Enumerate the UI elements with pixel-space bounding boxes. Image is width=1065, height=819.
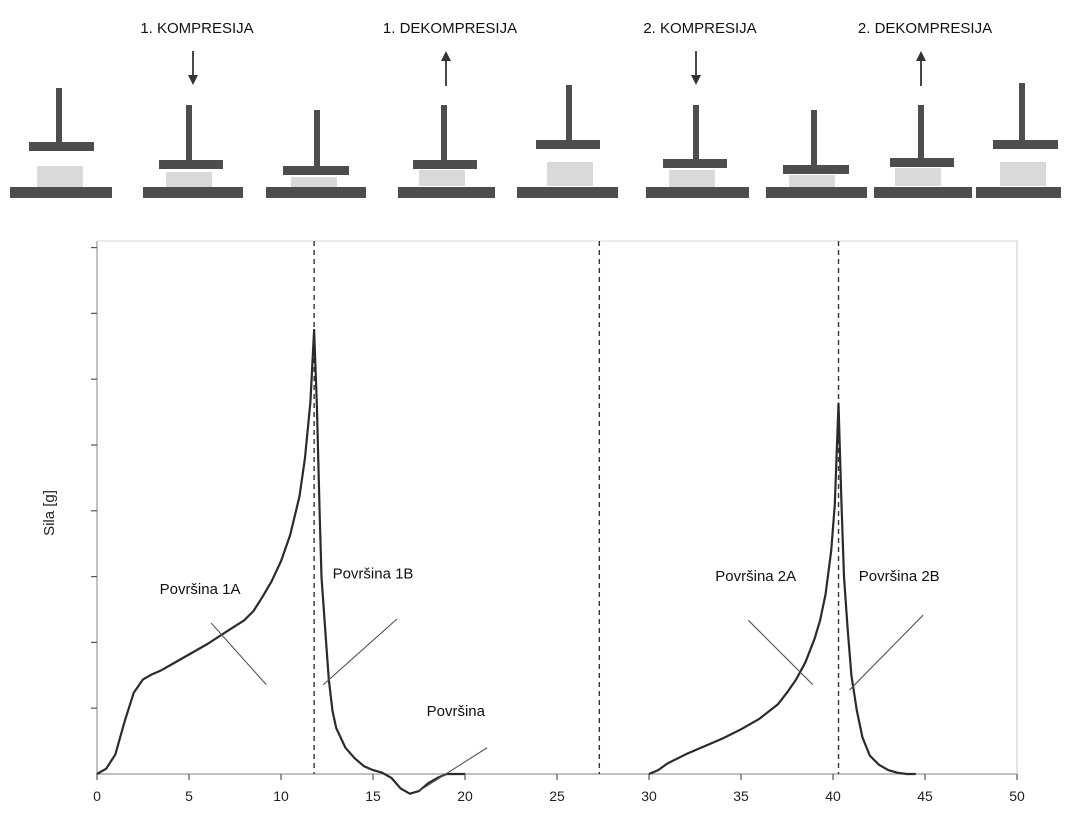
phase-label: 1. DEKOMPRESIJA: [383, 20, 517, 37]
x-tick-label: 0: [93, 788, 101, 804]
sample-block: [1000, 162, 1046, 186]
x-tick-label: 25: [549, 788, 565, 804]
annotation-pointer: [418, 747, 488, 792]
sample-block: [419, 170, 465, 186]
base-platform: [10, 187, 112, 198]
arrow-down-icon: [691, 75, 701, 85]
probe-plate: [413, 160, 477, 169]
annotation-pointer: [322, 618, 398, 686]
sample-block: [669, 170, 715, 187]
sample-block: [895, 168, 941, 186]
probe-plate: [29, 142, 94, 151]
force-curve: [648, 402, 916, 776]
phase-diagram: 1. KOMPRESIJA 1. DEKOMPRESIJA 2. KOMPRESIJ…: [140, 20, 992, 86]
arrow-up-icon: [916, 51, 926, 61]
base-platform: [143, 187, 243, 198]
probe-stem: [811, 110, 817, 165]
probe-plate: [283, 166, 349, 175]
base-platform: [266, 187, 366, 198]
force-curve: [96, 328, 465, 795]
x-tick-label: 20: [457, 788, 473, 804]
base-platform: [646, 187, 749, 198]
annotation-pointer: [747, 619, 814, 686]
sample-block: [789, 175, 835, 187]
annotation-label: Površina 2A: [715, 568, 796, 585]
probe-stem: [441, 105, 447, 160]
probe-stem: [56, 88, 62, 142]
probe-plate: [783, 165, 849, 174]
probe-stem: [566, 85, 572, 140]
sample-block: [291, 177, 337, 188]
probe-stem: [186, 105, 192, 160]
phase-label: 2. KOMPRESIJA: [643, 20, 756, 37]
arrow-down-icon: [188, 75, 198, 85]
base-platform: [517, 187, 618, 198]
annotation-label: Površina: [427, 703, 486, 720]
x-tick-label: 30: [641, 788, 657, 804]
annotation-label: Površina 1A: [160, 581, 241, 598]
annotation-pointer: [849, 614, 924, 691]
y-axis-label: Sila [g]: [41, 490, 58, 536]
x-tick-label: 50: [1009, 788, 1025, 804]
sample-block: [37, 166, 83, 188]
x-tick-label: 40: [825, 788, 841, 804]
probe-stem: [314, 110, 320, 166]
x-tick-label: 35: [733, 788, 749, 804]
x-tick-label: 15: [365, 788, 381, 804]
probe-plate: [536, 140, 600, 149]
probe-plate: [159, 160, 223, 169]
phase-label: 1. KOMPRESIJA: [140, 20, 253, 37]
arrow-up-icon: [441, 51, 451, 61]
base-platform: [976, 187, 1061, 198]
probe-plate: [890, 158, 954, 167]
probe-plate: [663, 159, 727, 168]
base-platform: [874, 187, 972, 198]
base-platform: [766, 187, 867, 198]
base-platform: [398, 187, 495, 198]
phase-label: 2. DEKOMPRESIJA: [858, 20, 992, 37]
annotation-label: Površina 2B: [859, 568, 940, 585]
annotation-label: Površina 1B: [333, 565, 414, 582]
x-tick-label: 45: [917, 788, 933, 804]
probe-stem: [693, 105, 699, 159]
annotation-pointer: [210, 622, 267, 686]
plot-area: 0 5 10 15 20 25 30 35 40 45 50 Površina 1A Površina …: [91, 240, 1025, 804]
sample-block: [547, 162, 593, 186]
probe-stem: [1019, 83, 1025, 140]
probe-stem: [918, 105, 924, 158]
probe-illustrations: [10, 83, 1061, 198]
x-tick-label: 10: [273, 788, 289, 804]
probe-plate: [993, 140, 1058, 149]
x-tick-label: 5: [185, 788, 193, 804]
sample-block: [166, 172, 212, 187]
